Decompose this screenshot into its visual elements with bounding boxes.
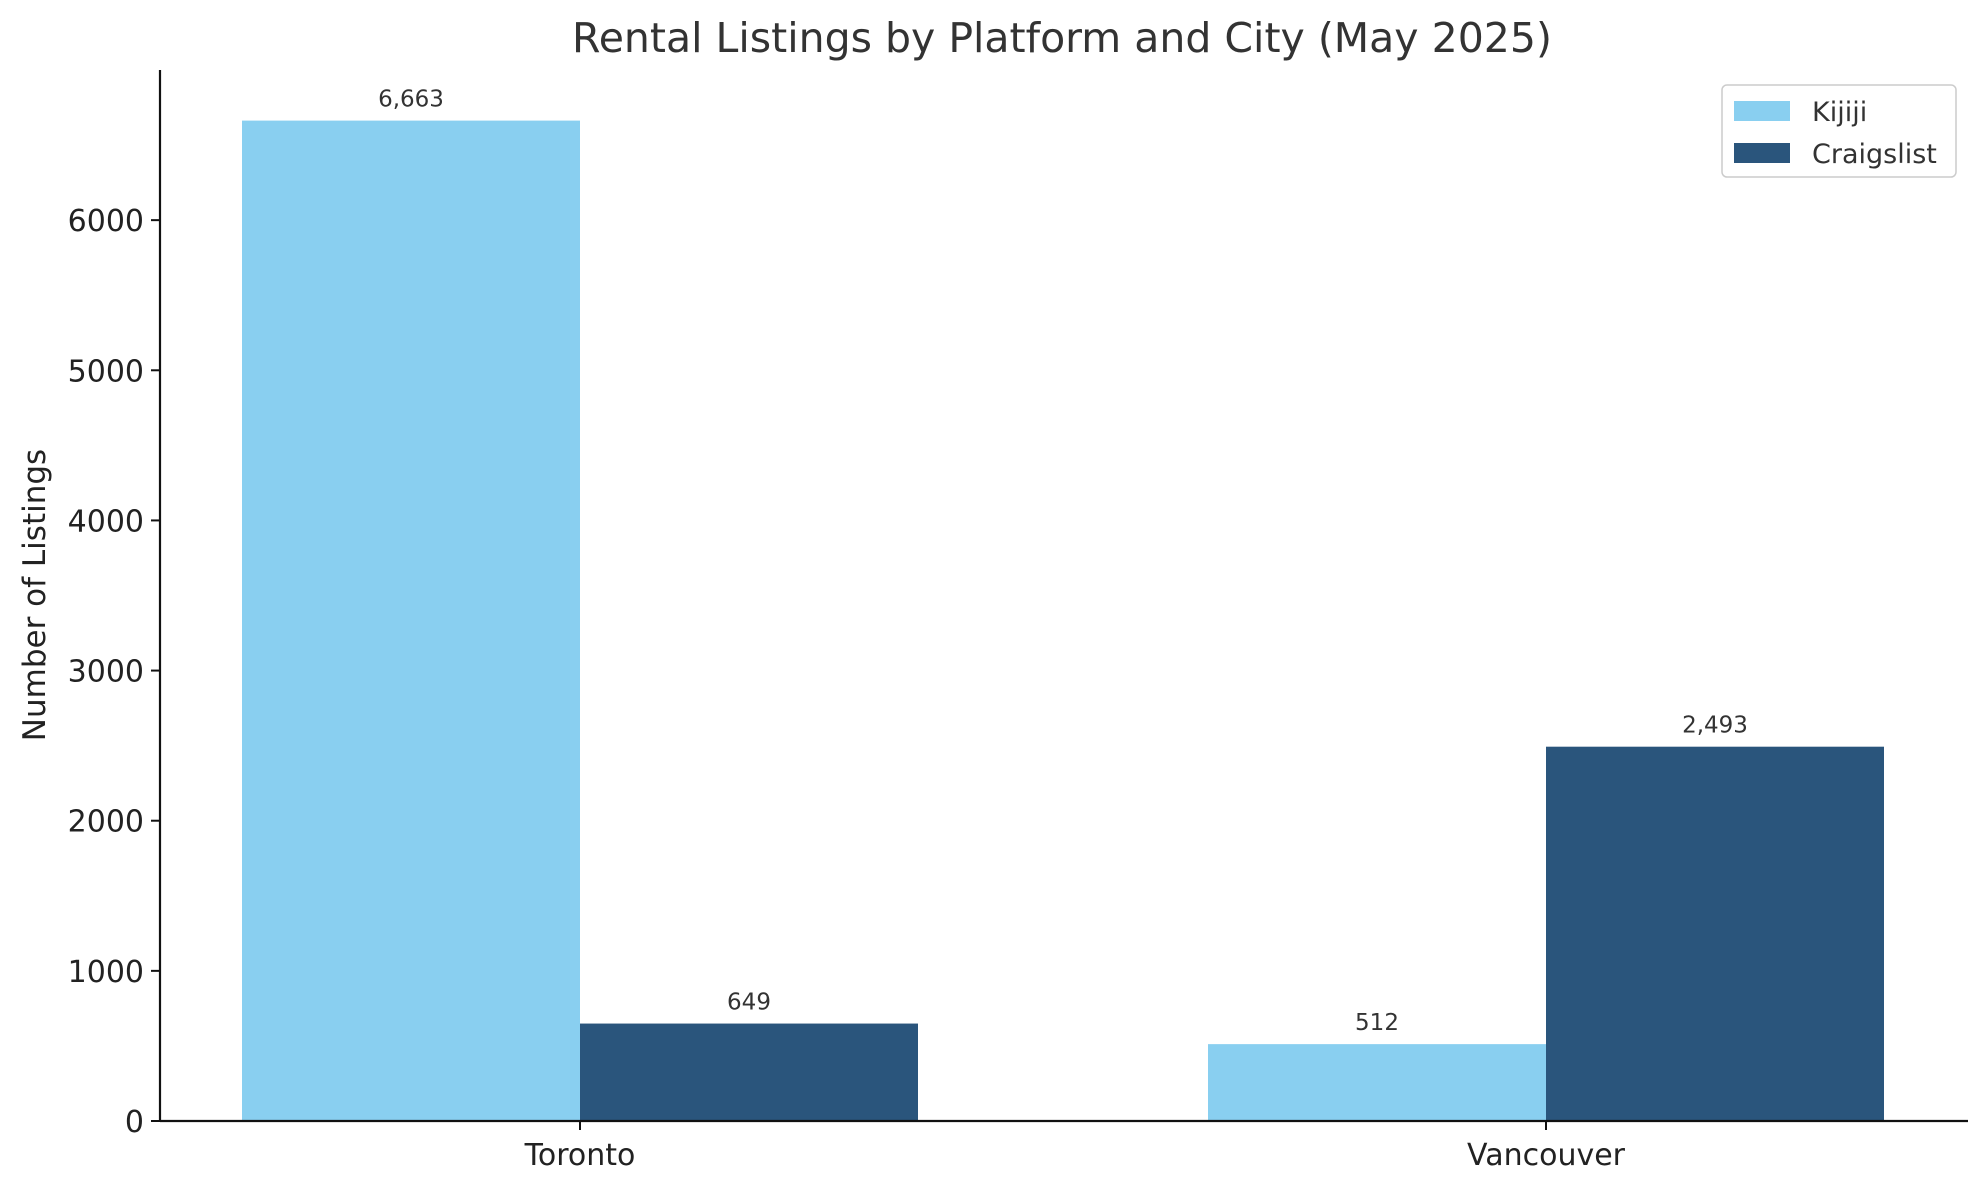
- bars-group: [242, 120, 1884, 1121]
- data-label-kijiji-toronto: 6,663: [378, 87, 444, 113]
- legend-label-craigslist: Craigslist: [1812, 139, 1937, 170]
- y-tick-label-5000: 5000: [68, 354, 144, 389]
- bar-kijiji-toronto: [242, 120, 580, 1121]
- bar-kijiji-vancouver: [1208, 1044, 1546, 1121]
- axes-group: 0 1000 2000 3000 4000 5000 6000 Toronto Vancouve…: [68, 70, 1968, 1173]
- data-label-kijiji-vancouver: 512: [1355, 1010, 1399, 1036]
- legend-swatch-kijiji: [1734, 101, 1790, 121]
- legend: Kijiji Craigslist: [1721, 84, 1957, 178]
- chart-title: Rental Listings by Platform and City (Ma…: [572, 14, 1552, 62]
- data-label-craigslist-vancouver: 2,493: [1682, 713, 1748, 739]
- y-tick-label-6000: 6000: [68, 204, 144, 239]
- y-tick-label-0: 0: [125, 1105, 144, 1140]
- y-axis-label: Number of Listings: [17, 449, 53, 741]
- y-tick-label-4000: 4000: [68, 504, 144, 539]
- y-tick-label-2000: 2000: [68, 805, 144, 840]
- data-label-craigslist-toronto: 649: [727, 990, 771, 1016]
- x-tick-label-toronto: Toronto: [524, 1138, 636, 1173]
- y-tick-label-1000: 1000: [68, 955, 144, 990]
- data-labels-group: 6,663 512 649 2,493: [378, 87, 1748, 1037]
- legend-label-kijiji: Kijiji: [1812, 97, 1867, 128]
- bar-craigslist-toronto: [580, 1023, 918, 1121]
- x-tick-label-vancouver: Vancouver: [1467, 1138, 1626, 1173]
- bar-craigslist-vancouver: [1546, 746, 1884, 1121]
- legend-swatch-craigslist: [1734, 143, 1790, 163]
- y-tick-label-3000: 3000: [68, 655, 144, 690]
